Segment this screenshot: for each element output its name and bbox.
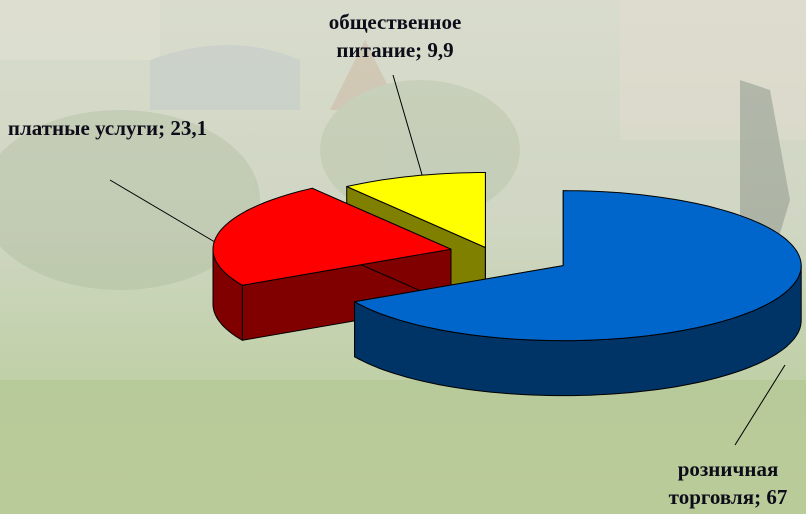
- data-label: розничная торговля; 67: [648, 455, 806, 511]
- chart: [0, 0, 806, 514]
- data-label: общественное питание; 9,9: [300, 8, 490, 64]
- page: {"chart_data": {"type": "pie3d", "values…: [0, 0, 806, 514]
- data-label: платные услуги; 23,1: [0, 114, 215, 142]
